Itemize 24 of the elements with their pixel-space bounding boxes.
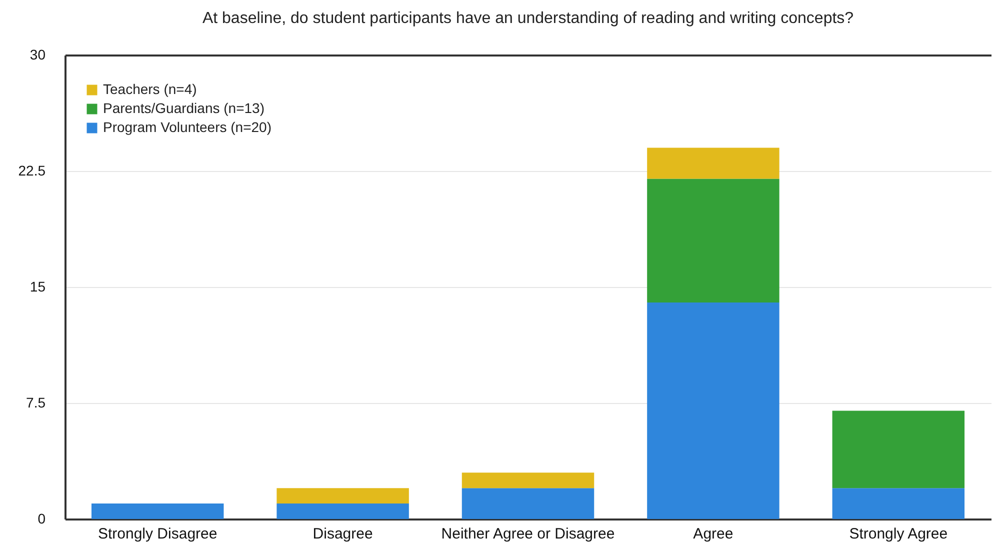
bar (462, 488, 594, 519)
x-tick-label: Strongly Disagree (98, 526, 218, 542)
bar (647, 302, 780, 519)
y-tick-label: 0 (38, 510, 46, 526)
y-tick-label: 22.5 (18, 162, 46, 178)
legend-label: Teachers (n=4) (103, 81, 197, 97)
y-tick-label: 15 (30, 278, 46, 294)
legend-label: Program Volunteers (n=20) (103, 119, 272, 135)
chart-title: At baseline, do student participants have an understanding of reading and writing concepts? (202, 10, 854, 27)
bar (276, 504, 409, 519)
bar (647, 178, 780, 302)
x-tick-label: Strongly Agree (849, 526, 948, 542)
x-tick-label: Agree (693, 526, 734, 542)
bar (276, 488, 409, 504)
bar (832, 488, 965, 519)
bar (647, 148, 780, 179)
bar (462, 472, 594, 488)
bar (91, 504, 224, 519)
x-tick-label: Disagree (312, 526, 373, 542)
legend-label: Parents/Guardians (n=13) (103, 100, 264, 116)
x-tick-label: Neither Agree or Disagree (441, 526, 615, 542)
y-tick-label: 7.5 (26, 394, 46, 410)
y-tick-label: 30 (30, 46, 46, 62)
bar (832, 410, 965, 488)
